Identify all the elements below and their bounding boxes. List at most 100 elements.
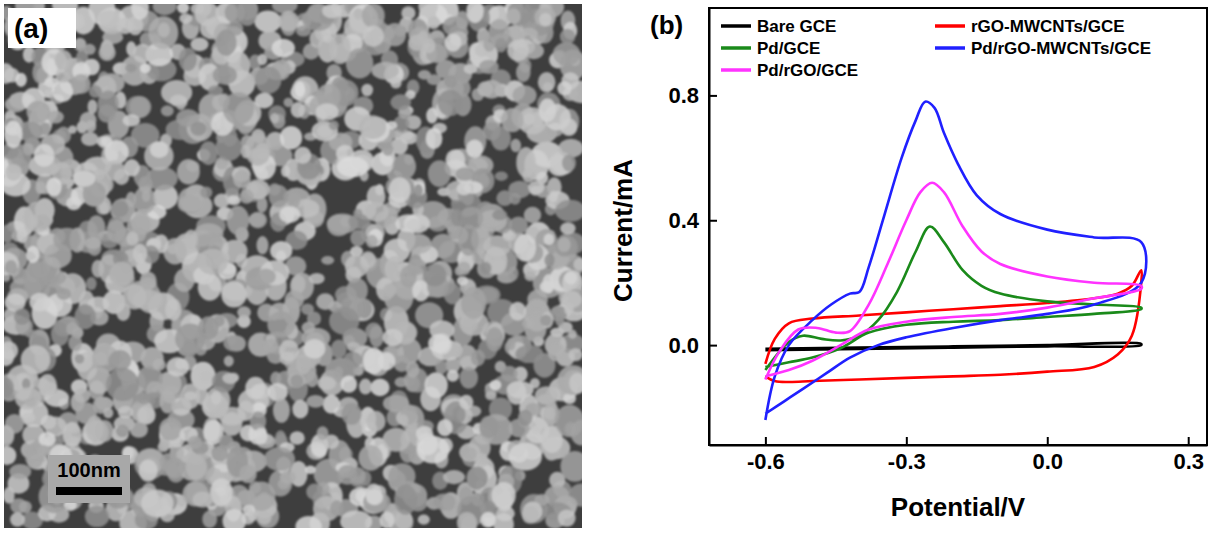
particle [309, 273, 325, 284]
x-axis-title: Potential/V [891, 492, 1026, 522]
particle [435, 360, 448, 374]
particle [495, 38, 506, 53]
particle [222, 373, 238, 384]
particle [211, 390, 222, 404]
particle [306, 395, 324, 408]
particle [306, 483, 322, 500]
particle [85, 120, 96, 132]
particle [4, 341, 18, 360]
particle [223, 92, 254, 125]
particle [239, 465, 257, 483]
particle [365, 202, 389, 222]
particle [369, 325, 383, 347]
particle [249, 212, 267, 229]
scale-bar [56, 487, 122, 495]
particle [329, 34, 351, 64]
particle [334, 366, 343, 377]
legend-swatch [721, 24, 751, 28]
particle [109, 350, 132, 371]
particle [44, 77, 58, 88]
particle [111, 200, 129, 217]
particle [489, 380, 501, 391]
particle [366, 235, 378, 248]
particle [518, 410, 533, 426]
particle [462, 447, 477, 460]
particle [418, 514, 430, 524]
particle [86, 416, 104, 442]
particle [109, 262, 134, 287]
particle [466, 4, 483, 23]
particle [555, 313, 564, 326]
particle [19, 501, 32, 514]
legend-swatch [721, 68, 751, 72]
particle [295, 81, 305, 97]
particle [464, 64, 478, 74]
particle [199, 141, 217, 165]
particle [146, 167, 178, 191]
particle [493, 513, 514, 528]
legend-label: Pd/GCE [757, 39, 820, 58]
particle [184, 391, 197, 400]
particle [284, 98, 294, 107]
particle [192, 492, 212, 508]
particle [400, 132, 418, 145]
particle [378, 352, 396, 371]
particle [224, 355, 234, 366]
tick-mark [709, 95, 717, 97]
particle [101, 136, 113, 147]
particle [466, 466, 487, 489]
particle [564, 272, 577, 285]
particle [118, 406, 133, 419]
particle [347, 342, 361, 352]
particle [363, 25, 384, 46]
particle [4, 377, 14, 398]
particle [573, 258, 582, 271]
particle [516, 63, 531, 82]
particle [509, 216, 528, 234]
particle [211, 444, 228, 461]
particle [323, 395, 340, 414]
particle [388, 463, 415, 489]
particle [94, 169, 106, 180]
particle [254, 428, 268, 445]
particle [272, 39, 295, 57]
particle [227, 206, 250, 235]
particle [558, 237, 571, 252]
particle [221, 281, 246, 307]
particle [507, 381, 534, 398]
particle [382, 428, 410, 452]
particle [285, 290, 305, 308]
particle [245, 377, 266, 400]
particle [416, 426, 433, 442]
particle [188, 436, 202, 449]
particle [514, 234, 536, 261]
particle [341, 375, 357, 392]
particle [270, 113, 279, 124]
particle [394, 484, 417, 514]
particle [384, 23, 406, 46]
particle [501, 366, 518, 382]
particle [516, 147, 535, 178]
particle [457, 276, 468, 285]
particle [279, 340, 299, 362]
particle [321, 256, 334, 265]
particle [37, 445, 50, 457]
particle [181, 383, 201, 409]
particle [447, 370, 459, 382]
tick-mark [1188, 437, 1190, 445]
particle [418, 4, 438, 17]
particle [24, 398, 36, 406]
particle [280, 126, 302, 149]
particle [309, 30, 323, 48]
particle [527, 290, 548, 310]
scale-bar-label: 100nm [57, 459, 120, 481]
particle [461, 287, 486, 319]
particle [53, 228, 80, 251]
particle [34, 144, 55, 167]
legend-swatch [721, 46, 751, 50]
particle [311, 121, 338, 141]
particle [538, 72, 556, 93]
particle [568, 330, 577, 339]
cv-curve [765, 343, 1141, 350]
particle [427, 74, 441, 85]
